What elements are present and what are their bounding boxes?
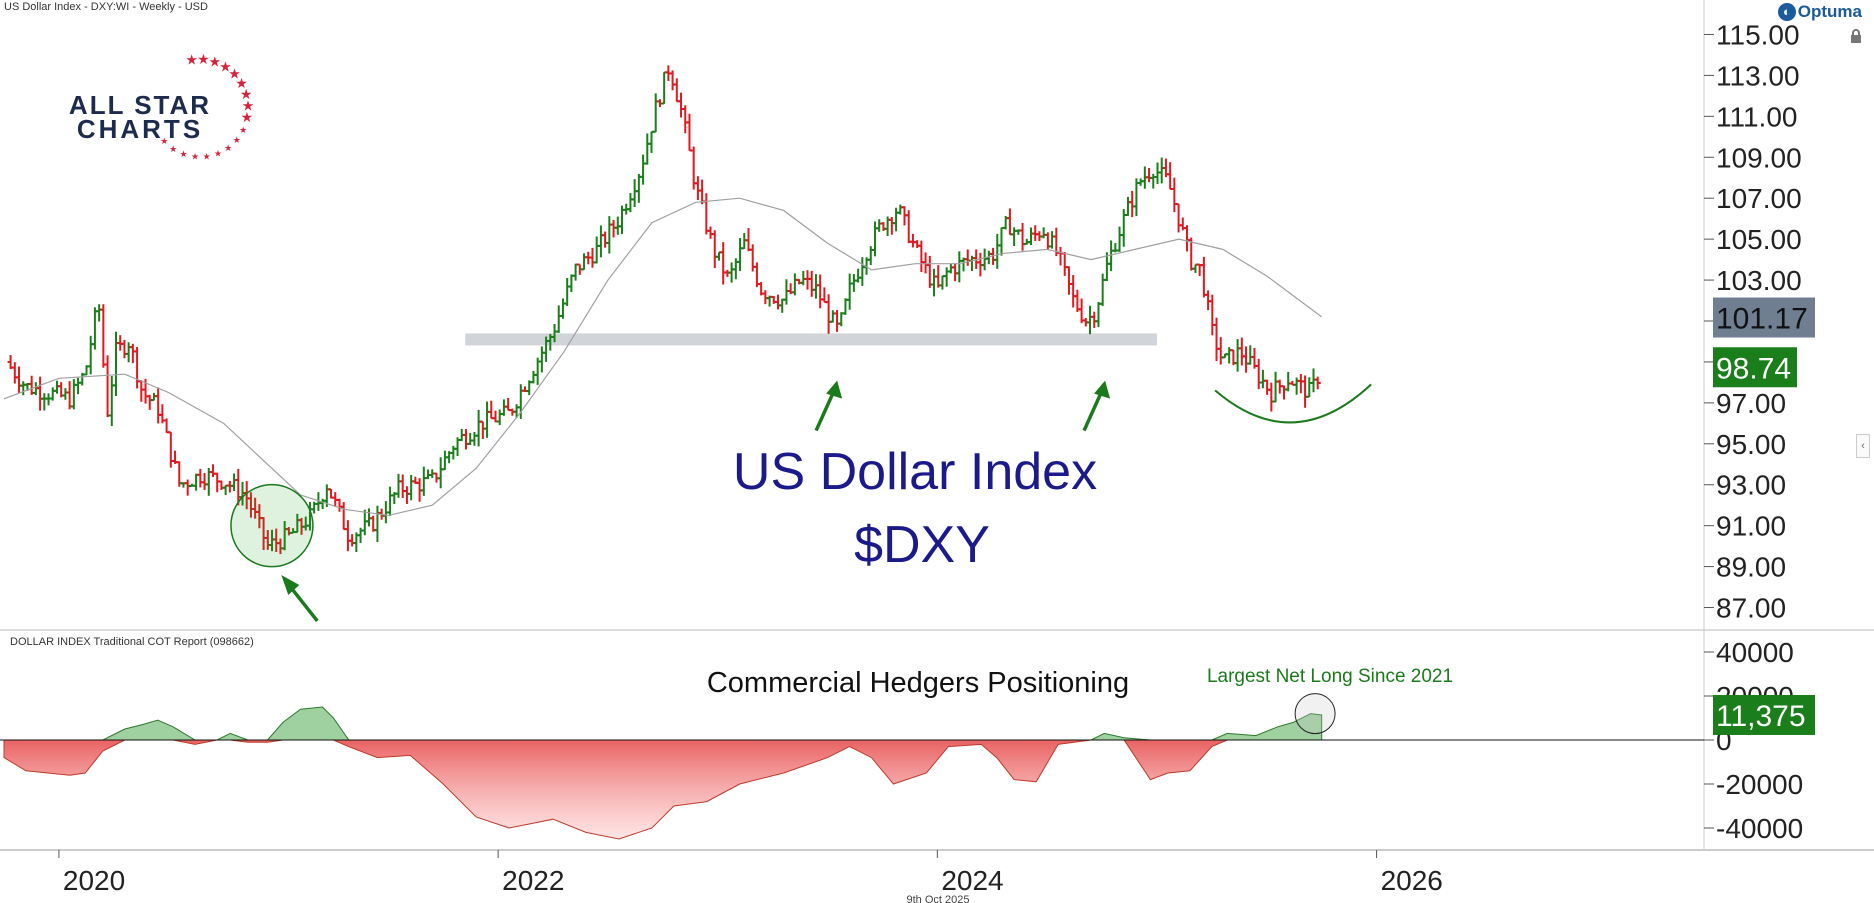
- ma-tag-label: 101.17: [1716, 303, 1808, 336]
- chevron-left-icon[interactable]: ‹: [1856, 434, 1870, 458]
- support-band: [465, 333, 1157, 346]
- y-tick-label: 113.00: [1716, 60, 1800, 91]
- star-icon: ★: [214, 149, 222, 159]
- cot-y-tick-label: -40000: [1716, 813, 1803, 844]
- cot-y-tick-label: -20000: [1716, 769, 1803, 800]
- star-icon: ★: [242, 97, 255, 113]
- cot-subtitle: Commercial Hedgers Positioning: [707, 667, 1129, 699]
- cot-negative-area: [3, 739, 1322, 840]
- star-icon: ★: [228, 66, 241, 82]
- arrow-annotation: [814, 380, 843, 432]
- star-icon: ★: [240, 86, 253, 102]
- star-icon: ★: [191, 152, 199, 162]
- x-tick-label: 2024: [941, 865, 1003, 896]
- arrow-head: [1094, 380, 1111, 399]
- star-icon: ★: [169, 144, 177, 154]
- last-tag-label: 98.74: [1716, 352, 1791, 385]
- y-tick-label: 111.00: [1716, 101, 1797, 132]
- ma-value-tag: 101.17: [1713, 297, 1815, 338]
- star-icon: ★: [180, 149, 188, 159]
- star-icon: ★: [203, 152, 211, 162]
- x-tick-label: 2020: [63, 865, 125, 896]
- logo-line-2: CHARTS: [77, 114, 203, 144]
- cot-annotation: Largest Net Long Since 2021: [1207, 666, 1453, 687]
- cot-positive-area: [4, 706, 1323, 741]
- arrow-head: [281, 574, 300, 595]
- star-icon: ★: [160, 136, 168, 146]
- y-tick-label: 107.00: [1716, 183, 1802, 214]
- cot-value-tag: 11,375: [1713, 694, 1815, 735]
- chart-subtitle: $DXY: [854, 516, 990, 574]
- star-icon: ★: [219, 58, 232, 74]
- moving-average-line: [3, 197, 1323, 517]
- x-tick-label: 2022: [502, 865, 564, 896]
- y-tick-label: 87.00: [1716, 593, 1786, 624]
- y-tick-label: 91.00: [1716, 511, 1786, 542]
- arrow-shaft: [814, 389, 836, 432]
- arrow-shaft: [1082, 389, 1104, 432]
- chart-header-title: US Dollar Index - DXY:WI - Weekly - USD: [4, 1, 208, 13]
- optuma-logo-icon: ◐: [1777, 3, 1796, 21]
- ma-tag-bg: [1713, 297, 1815, 338]
- last-tag-bg: [1713, 347, 1797, 388]
- brand-label: Optuma: [1797, 2, 1862, 21]
- y-tick-label: 103.00: [1716, 265, 1802, 296]
- cot-y-tick-label: 40000: [1716, 637, 1794, 668]
- star-icon: ★: [241, 109, 254, 125]
- y-tick-label: 95.00: [1716, 429, 1786, 460]
- star-icon: ★: [235, 75, 248, 91]
- rounding-bottom-arc: [1214, 383, 1372, 424]
- arrow-head: [826, 380, 843, 399]
- chart-title: US Dollar Index: [733, 443, 1097, 501]
- y-tick-label: 109.00: [1716, 142, 1802, 173]
- cot-panel-title: DOLLAR INDEX Traditional COT Report (098…: [10, 636, 254, 648]
- cot-highlight-circle: [1294, 693, 1336, 735]
- star-icon: ★: [233, 135, 241, 145]
- highlight-circle: [230, 483, 314, 568]
- cot-tag-label: 11,375: [1716, 700, 1806, 733]
- last-price-tag: 98.74: [1713, 347, 1797, 388]
- y-tick-label: 97.00: [1716, 388, 1786, 419]
- x-tick-label: 2026: [1381, 865, 1443, 896]
- star-icon: ★: [239, 125, 247, 135]
- brand-logo: ◐ Optuma: [1777, 2, 1862, 22]
- star-icon: ★: [185, 52, 198, 68]
- y-tick-label: 105.00: [1716, 224, 1802, 255]
- y-tick-label: 115.00: [1716, 19, 1800, 50]
- logo-line-1: ALL STAR: [69, 90, 211, 120]
- lock-icon[interactable]: [1848, 28, 1864, 44]
- arrow-annotation: [1082, 380, 1111, 432]
- star-icon: ★: [209, 53, 222, 69]
- y-tick-label: 93.00: [1716, 470, 1786, 501]
- cot-tag-bg: [1713, 694, 1815, 735]
- arrow-annotation: [281, 574, 319, 623]
- star-icon: ★: [197, 51, 210, 67]
- star-icon: ★: [224, 143, 232, 153]
- y-tick-label: 89.00: [1716, 552, 1786, 583]
- footer-date: 9th Oct 2025: [907, 894, 970, 903]
